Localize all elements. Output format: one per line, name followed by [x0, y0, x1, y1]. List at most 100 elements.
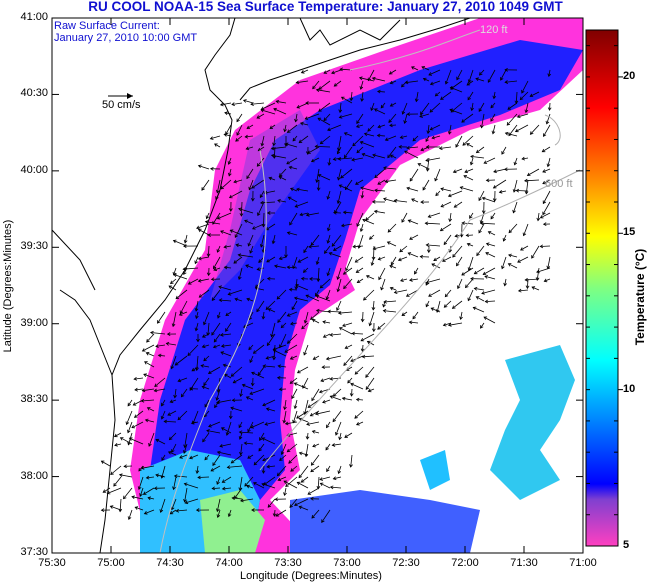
current-vector-head — [247, 242, 252, 247]
current-vector — [158, 354, 166, 357]
current-vector-head — [492, 95, 497, 100]
current-vector-head — [506, 122, 511, 126]
current-vector-head — [490, 118, 494, 122]
current-vector-head — [411, 198, 415, 202]
current-vector-head — [153, 388, 158, 393]
current-vector-head — [461, 119, 465, 123]
current-vector-head — [210, 166, 214, 171]
current-vector — [245, 264, 254, 269]
current-vector-head — [289, 380, 294, 384]
current-vector — [204, 454, 210, 461]
current-vector-head — [286, 433, 291, 437]
current-vector-head — [360, 348, 365, 353]
current-vector-head — [246, 125, 251, 129]
current-vector — [268, 177, 276, 181]
current-vector-head — [466, 82, 471, 86]
current-vector — [216, 476, 221, 485]
current-vector — [188, 278, 199, 285]
current-vector — [504, 278, 507, 286]
current-vector-head — [337, 176, 341, 181]
current-vector — [483, 316, 496, 324]
current-vector-head — [507, 106, 512, 110]
current-vector — [204, 399, 210, 408]
current-vector — [450, 87, 463, 93]
current-vector — [249, 388, 265, 395]
current-vector — [224, 266, 232, 269]
colorbar — [585, 29, 619, 547]
current-vector-head — [461, 272, 465, 276]
current-vector — [310, 410, 320, 417]
current-vector — [374, 108, 386, 115]
current-vector-head — [213, 265, 217, 270]
current-vector-head — [265, 356, 270, 360]
current-vector — [250, 421, 265, 429]
current-vector — [244, 442, 254, 445]
current-vector-head — [239, 393, 243, 398]
current-vector-head — [485, 252, 489, 256]
current-vector — [435, 190, 441, 196]
current-vector-head — [319, 482, 324, 487]
current-vector — [211, 289, 221, 301]
current-vector — [144, 361, 155, 368]
current-vector-head — [393, 198, 398, 203]
current-vector — [443, 322, 452, 326]
current-vector — [175, 289, 188, 300]
current-vector — [148, 432, 155, 447]
current-vector-head — [110, 471, 114, 476]
current-vector-head — [373, 209, 378, 214]
current-vector-head — [417, 163, 422, 167]
current-vector-head — [286, 265, 291, 270]
current-vector-head — [536, 217, 541, 222]
current-vector — [203, 355, 210, 361]
current-vector-head — [289, 221, 293, 226]
current-vector — [508, 124, 518, 136]
current-vector-head — [204, 220, 209, 224]
current-vector-head — [128, 437, 133, 441]
current-vector — [221, 344, 232, 347]
current-vector — [333, 388, 342, 397]
current-vector-head — [388, 71, 393, 75]
current-vector — [269, 124, 276, 129]
current-vector — [301, 69, 309, 74]
current-vector — [290, 188, 298, 192]
current-vector — [218, 286, 232, 291]
current-vector — [285, 143, 298, 148]
current-vector-head — [206, 272, 211, 277]
current-vector-head — [542, 200, 547, 205]
current-vector-head — [326, 272, 331, 277]
current-vector-head — [133, 376, 138, 381]
current-vector — [380, 102, 386, 109]
current-vector-head — [283, 480, 288, 484]
current-vector-head — [475, 149, 480, 154]
current-vector-head — [183, 482, 188, 487]
current-vector-head — [113, 433, 118, 438]
current-vector-head — [470, 276, 474, 281]
current-vector-head — [484, 299, 489, 304]
current-vector — [439, 146, 452, 149]
current-vector — [444, 300, 452, 308]
current-vector-head — [203, 382, 207, 386]
current-vector — [377, 179, 386, 185]
current-vector — [230, 407, 243, 412]
current-vector-head — [442, 322, 447, 327]
current-vector-head — [196, 338, 200, 343]
current-vector-head — [389, 103, 394, 107]
current-vector-head — [440, 203, 445, 208]
current-vector-head — [246, 297, 250, 302]
current-vector — [275, 509, 287, 517]
x-tick-label: 72:00 — [451, 557, 479, 569]
current-vector-head — [480, 124, 484, 129]
current-vector — [360, 333, 375, 342]
current-vector — [216, 399, 232, 404]
current-vector — [220, 102, 232, 106]
current-vector-head — [345, 267, 349, 272]
current-vector-head — [249, 249, 253, 254]
current-vector-head — [303, 411, 307, 415]
current-vector — [356, 113, 364, 124]
current-vector-head — [389, 264, 393, 269]
current-vector — [321, 509, 331, 523]
current-vector — [343, 267, 353, 275]
current-vector-head — [207, 370, 212, 374]
current-vector — [523, 223, 529, 236]
current-vector — [296, 410, 309, 419]
